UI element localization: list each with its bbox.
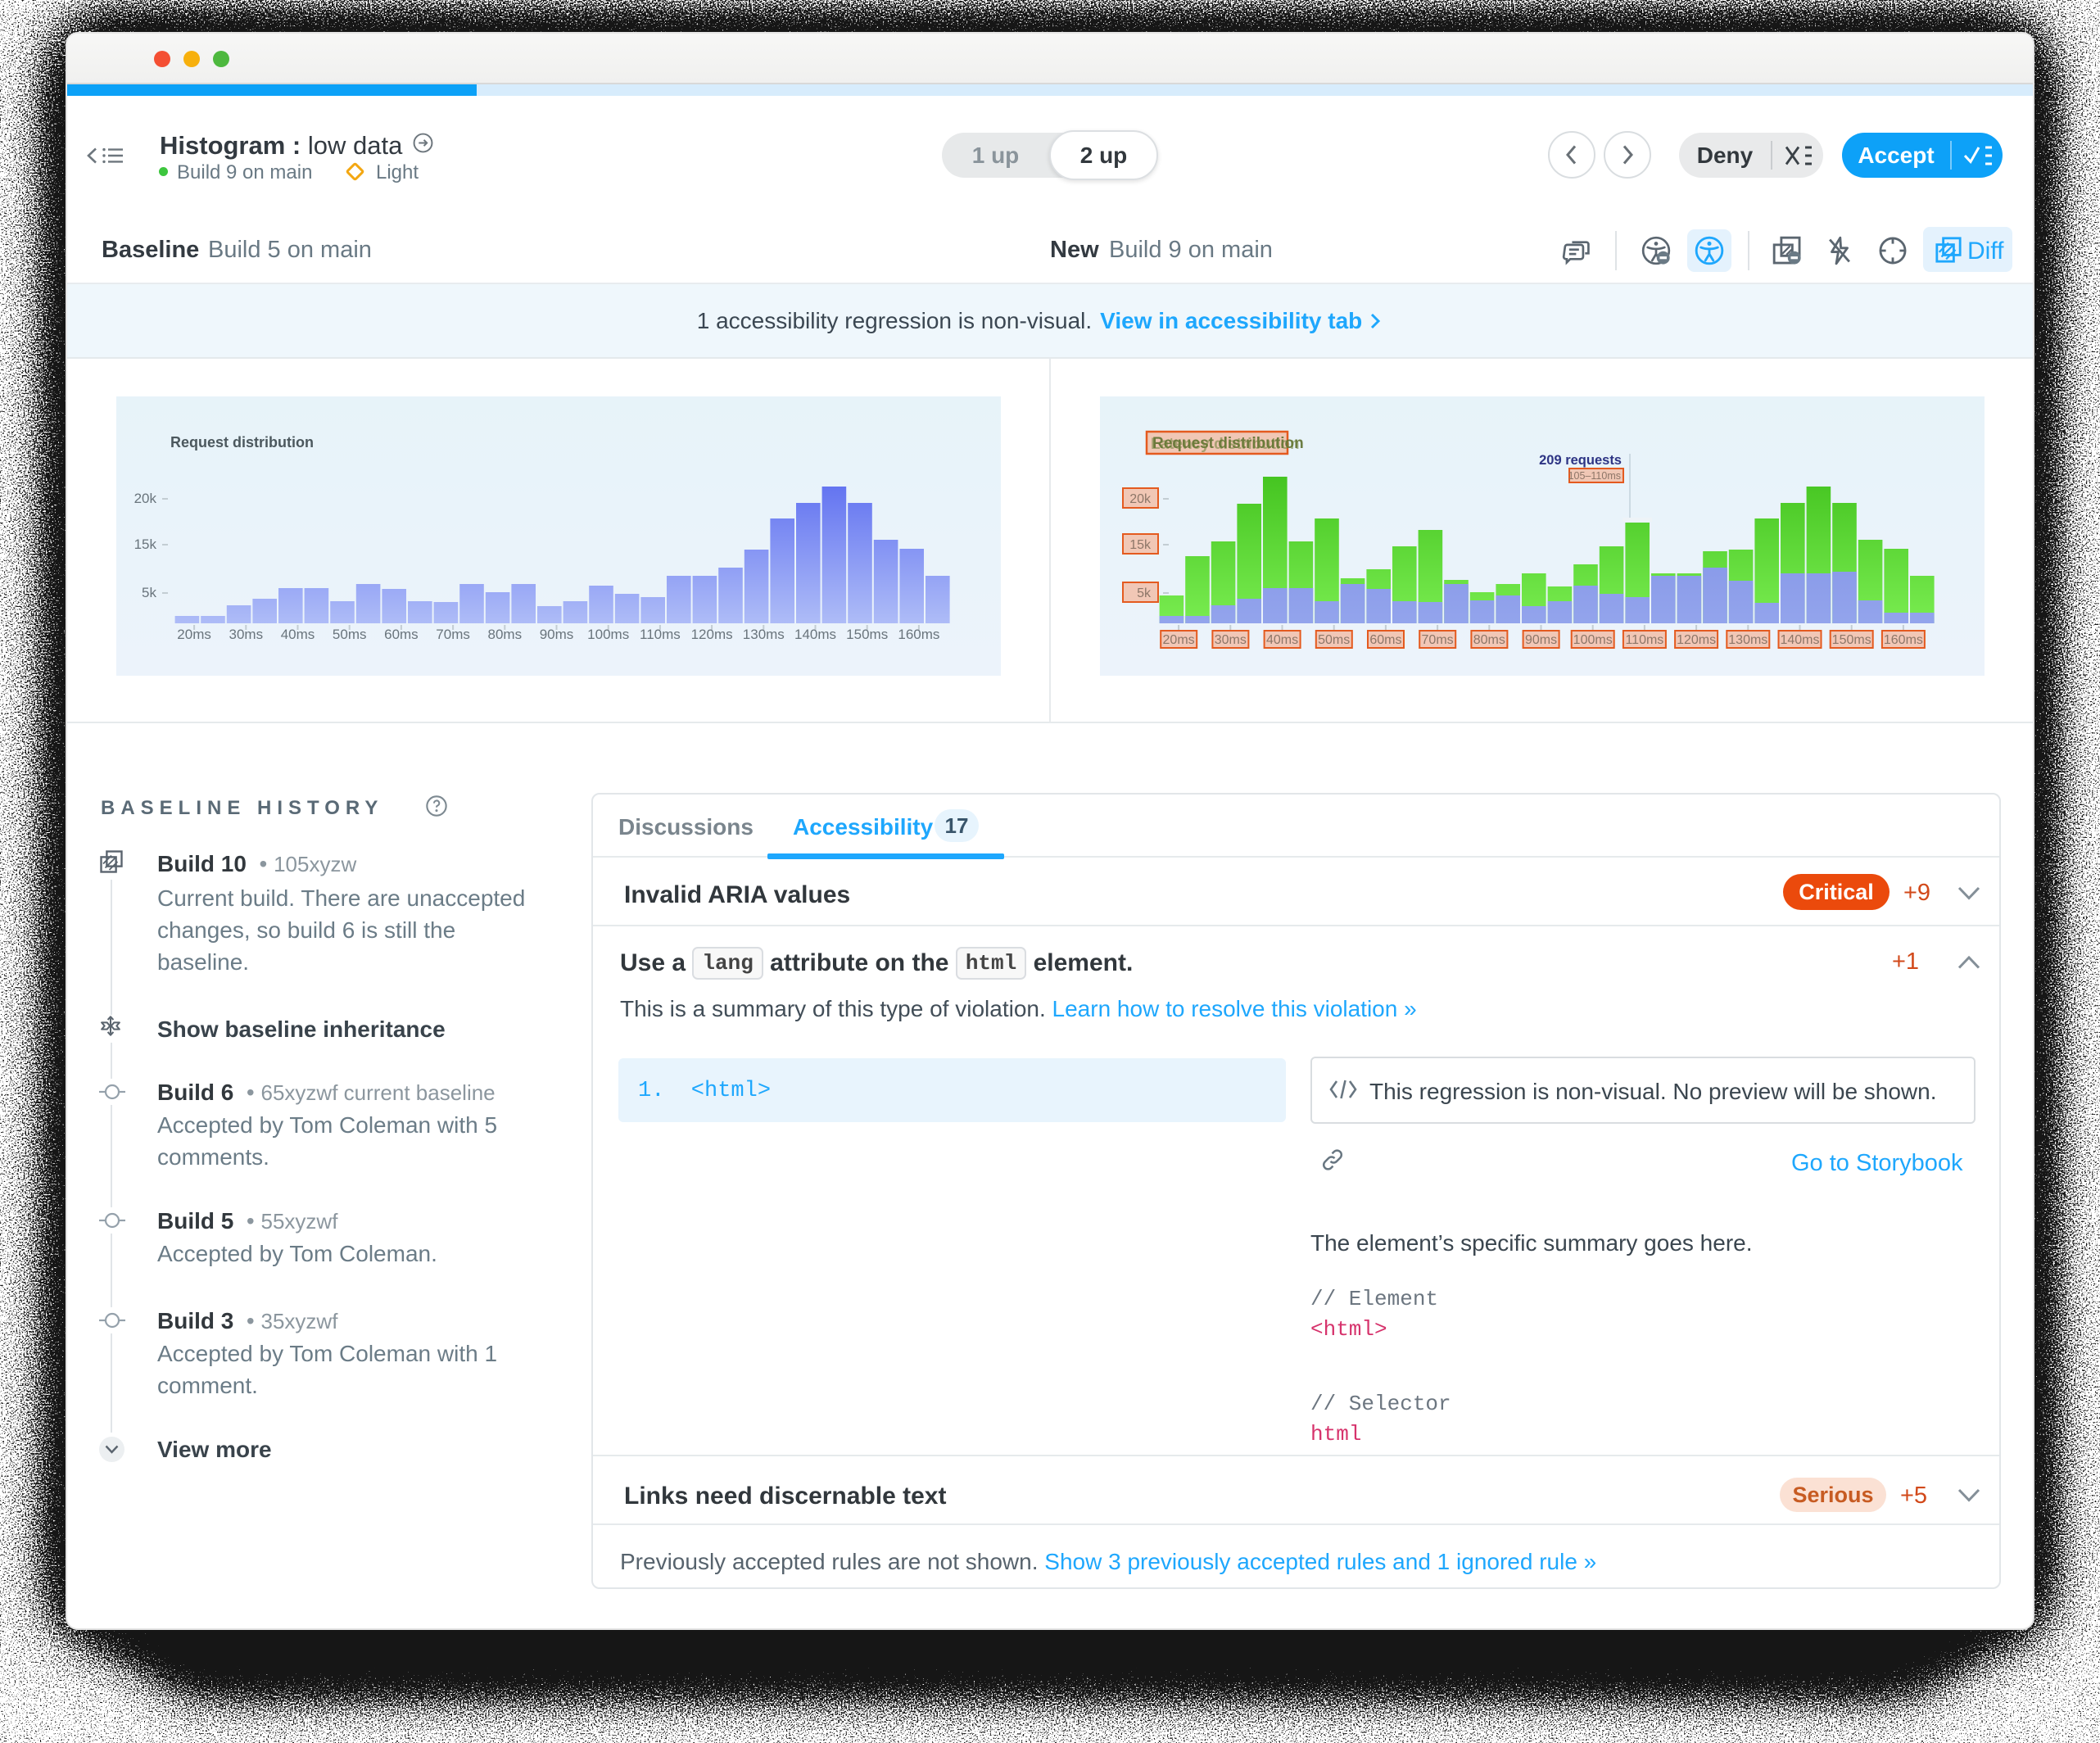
svg-text:Request distribution: Request distribution — [170, 434, 314, 450]
svg-text:100ms: 100ms — [1573, 633, 1613, 647]
svg-text:160ms: 160ms — [898, 627, 939, 642]
svg-text:90ms: 90ms — [540, 627, 574, 642]
svg-text:5k: 5k — [1137, 586, 1152, 600]
svg-text:130ms: 130ms — [743, 627, 785, 642]
svg-text:30ms: 30ms — [229, 627, 264, 642]
svg-text:30ms: 30ms — [1215, 633, 1247, 647]
svg-text:140ms: 140ms — [794, 627, 836, 642]
svg-text:60ms: 60ms — [1369, 633, 1401, 647]
svg-text:40ms: 40ms — [281, 627, 315, 642]
svg-text:50ms: 50ms — [333, 627, 367, 642]
svg-text:20ms: 20ms — [1163, 633, 1195, 647]
svg-text:70ms: 70ms — [436, 627, 470, 642]
svg-text:150ms: 150ms — [846, 627, 888, 642]
svg-text:Request distribution: Request distribution — [1152, 435, 1304, 452]
svg-text:80ms: 80ms — [488, 627, 523, 642]
svg-text:160ms: 160ms — [1884, 633, 1923, 647]
svg-text:5k: 5k — [142, 585, 156, 600]
svg-text:15k: 15k — [134, 536, 157, 552]
svg-text:60ms: 60ms — [384, 627, 419, 642]
svg-text:20ms: 20ms — [177, 627, 211, 642]
svg-text:105–110ms: 105–110ms — [1568, 470, 1621, 482]
svg-text:50ms: 50ms — [1318, 633, 1350, 647]
svg-text:130ms: 130ms — [1728, 633, 1767, 647]
svg-text:150ms: 150ms — [1832, 633, 1871, 647]
svg-text:100ms: 100ms — [587, 627, 629, 642]
svg-text:80ms: 80ms — [1473, 633, 1505, 647]
svg-text:Latency distribution: Latency distribution — [1151, 436, 1300, 453]
svg-text:40ms: 40ms — [1266, 633, 1298, 647]
svg-text:120ms: 120ms — [1677, 633, 1716, 647]
svg-text:209 requests: 209 requests — [1539, 453, 1622, 468]
svg-text:90ms: 90ms — [1525, 633, 1557, 647]
svg-text:20k: 20k — [134, 491, 157, 506]
svg-text:20k: 20k — [1129, 492, 1152, 506]
svg-text:110ms: 110ms — [1625, 633, 1663, 647]
svg-text:140ms: 140ms — [1780, 633, 1819, 647]
svg-text:120ms: 120ms — [691, 627, 733, 642]
svg-text:70ms: 70ms — [1422, 633, 1454, 647]
svg-text:15k: 15k — [1129, 538, 1152, 552]
svg-text:110ms: 110ms — [640, 627, 681, 642]
